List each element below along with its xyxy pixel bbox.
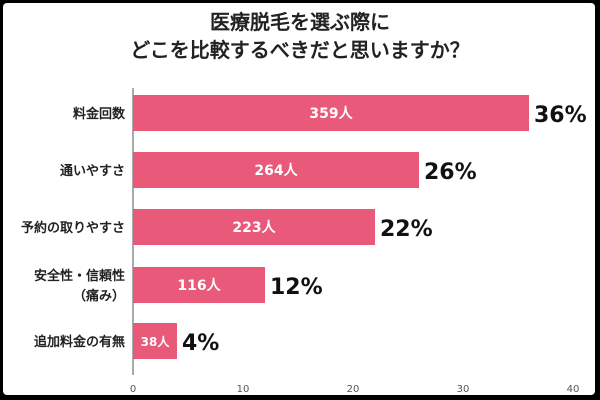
bar-count-label: 223人 bbox=[232, 219, 276, 236]
category-label: 予約の取りやすさ bbox=[21, 220, 125, 236]
x-tick-label: 0 bbox=[130, 384, 136, 395]
bar bbox=[133, 95, 529, 131]
bar-percent-label: 12% bbox=[270, 275, 323, 300]
bar-count-label: 38人 bbox=[141, 334, 171, 349]
bar bbox=[133, 152, 419, 188]
chart-title-line-1: 医療脱毛を選ぶ際に bbox=[210, 10, 390, 34]
category-label: 追加料金の有無 bbox=[34, 334, 125, 350]
category-label: （痛み） bbox=[73, 288, 125, 304]
bar-count-label: 116人 bbox=[177, 277, 221, 294]
bar-count-label: 264人 bbox=[254, 162, 298, 179]
x-tick-label: 40 bbox=[567, 384, 580, 395]
bar bbox=[133, 209, 375, 245]
category-label: 安全性・信頼性 bbox=[34, 268, 125, 284]
x-tick-label: 30 bbox=[457, 384, 470, 395]
bar-percent-label: 26% bbox=[424, 160, 477, 185]
x-tick-label: 20 bbox=[347, 384, 360, 395]
bar-percent-label: 4% bbox=[182, 331, 219, 356]
x-tick-label: 10 bbox=[237, 384, 250, 395]
category-label: 料金回数 bbox=[73, 106, 126, 122]
bar-percent-label: 22% bbox=[380, 217, 433, 242]
category-label: 通いやすさ bbox=[60, 163, 125, 179]
chart-title: 医療脱毛を選ぶ際に どこを比較するべきだと思いますか？ bbox=[0, 8, 600, 64]
chart-title-line-2: どこを比較するべきだと思いますか？ bbox=[130, 38, 470, 62]
bar-count-label: 359人 bbox=[309, 105, 353, 122]
bar bbox=[133, 267, 265, 303]
bar-percent-label: 36% bbox=[534, 103, 587, 128]
bar bbox=[133, 323, 177, 359]
chart-frame bbox=[3, 3, 595, 395]
